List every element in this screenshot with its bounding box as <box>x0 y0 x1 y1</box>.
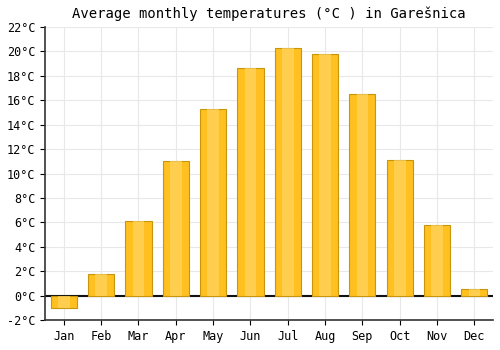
Bar <box>462 288 487 296</box>
Bar <box>394 160 406 296</box>
Bar <box>207 109 219 296</box>
Title: Average monthly temperatures (°C ) in Garešnica: Average monthly temperatures (°C ) in Ga… <box>72 7 466 21</box>
Bar <box>88 274 114 296</box>
Bar <box>468 288 480 296</box>
Bar <box>356 94 368 296</box>
Bar <box>238 68 264 296</box>
Bar <box>312 54 338 296</box>
Bar <box>51 296 77 308</box>
Bar <box>244 68 256 296</box>
Bar <box>96 274 107 296</box>
Bar <box>162 161 189 296</box>
Bar <box>132 221 144 296</box>
Bar <box>386 160 413 296</box>
Bar <box>170 161 181 296</box>
Bar <box>424 225 450 296</box>
Bar <box>126 221 152 296</box>
Bar <box>350 94 376 296</box>
Bar <box>200 109 226 296</box>
Bar <box>282 48 294 296</box>
Bar <box>58 296 70 308</box>
Bar <box>274 48 301 296</box>
Bar <box>431 225 443 296</box>
Bar <box>319 54 331 296</box>
